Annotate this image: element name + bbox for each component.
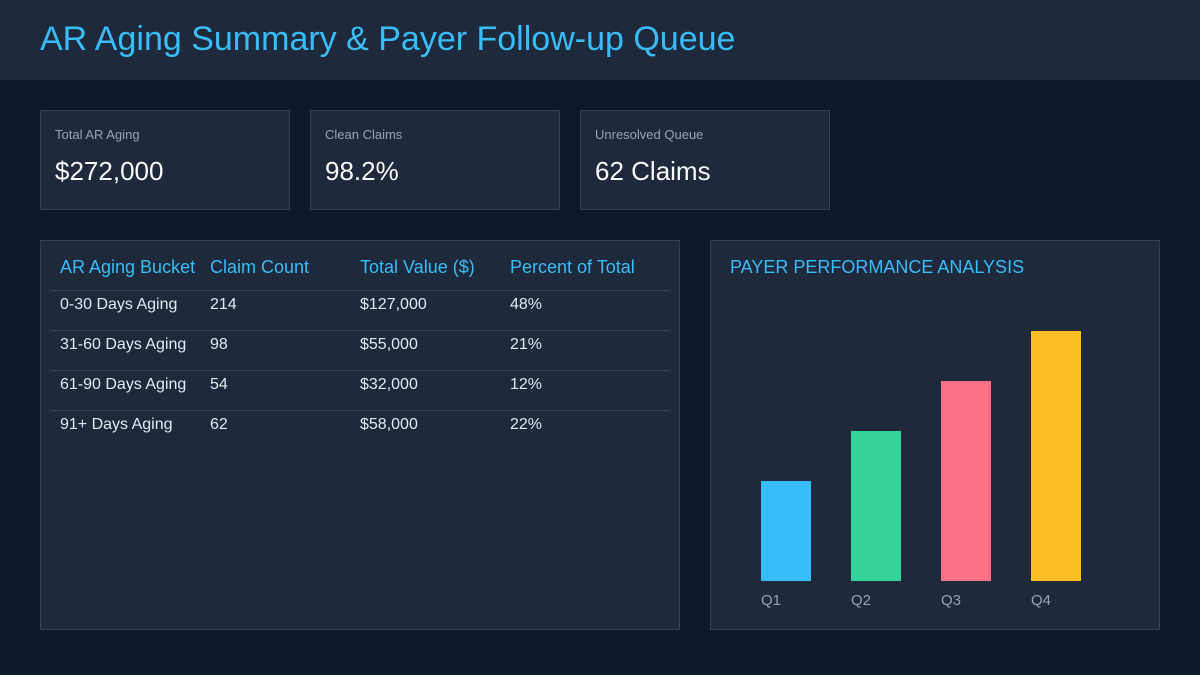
table-header: Claim Count [210, 257, 310, 277]
kpi-value: 98.2% [325, 156, 399, 186]
x-tick-label: Q3 [941, 592, 961, 609]
page-title: AR Aging Summary & Payer Follow-up Queue [40, 20, 736, 58]
table-cell: $55,000 [360, 336, 418, 353]
x-tick-label: Q1 [761, 592, 781, 609]
kpi-card: Total AR Aging $272,000 [40, 110, 290, 210]
table-cell: $58,000 [360, 416, 418, 433]
table-cell: 21% [510, 336, 543, 353]
table-cell: 91+ Days Aging [60, 416, 173, 433]
table-cell: 48% [510, 296, 543, 313]
table-row: 31-60 Days Aging 98 $55,000 21% [50, 330, 670, 371]
table-cell: $32,000 [360, 376, 418, 393]
kpi-label: Unresolved Queue [595, 127, 704, 142]
table-cell: 62 [210, 416, 228, 433]
chart-title: PAYER PERFORMANCE ANALYSIS [730, 257, 1025, 277]
table-cell: 31-60 Days Aging [60, 336, 187, 353]
bar [851, 431, 901, 581]
kpi-card: Clean Claims 98.2% [310, 110, 560, 210]
chart: Q1 Q2 Q3 Q4 [761, 331, 1081, 609]
table-cell: 98 [210, 336, 228, 353]
table-header: AR Aging Bucket [60, 257, 196, 277]
table-cell: 22% [510, 416, 543, 433]
kpi-card: Unresolved Queue 62 Claims [580, 110, 830, 210]
kpi-label: Total AR Aging [55, 127, 140, 142]
kpi-value: 62 Claims [595, 156, 711, 186]
table-cell: 214 [210, 296, 237, 313]
bar [941, 381, 991, 581]
bar [761, 481, 811, 581]
table-cell: $127,000 [360, 296, 427, 313]
table-cell: 12% [510, 376, 543, 393]
chart-panel: PAYER PERFORMANCE ANALYSIS Q1 Q2 Q3 Q4 [710, 240, 1160, 630]
x-tick-label: Q4 [1031, 592, 1051, 609]
table-row: 61-90 Days Aging 54 $32,000 12% [50, 370, 670, 411]
table-header: Percent of Total [510, 257, 635, 277]
x-tick-label: Q2 [851, 592, 871, 609]
table-panel: AR Aging Bucket Claim Count Total Value ($… [40, 240, 680, 630]
kpi-label: Clean Claims [325, 127, 403, 142]
table-cell: 54 [210, 376, 228, 393]
table-row: 0-30 Days Aging 214 $127,000 48% [50, 290, 670, 331]
table-header: Total Value ($) [360, 257, 475, 277]
kpi-value: $272,000 [55, 156, 164, 186]
table-cell: 0-30 Days Aging [60, 296, 178, 313]
table-row: 91+ Days Aging 62 $58,000 22% [50, 410, 670, 451]
bar [1031, 331, 1081, 581]
header-bar [0, 0, 1200, 80]
table-cell: 61-90 Days Aging [60, 376, 187, 393]
